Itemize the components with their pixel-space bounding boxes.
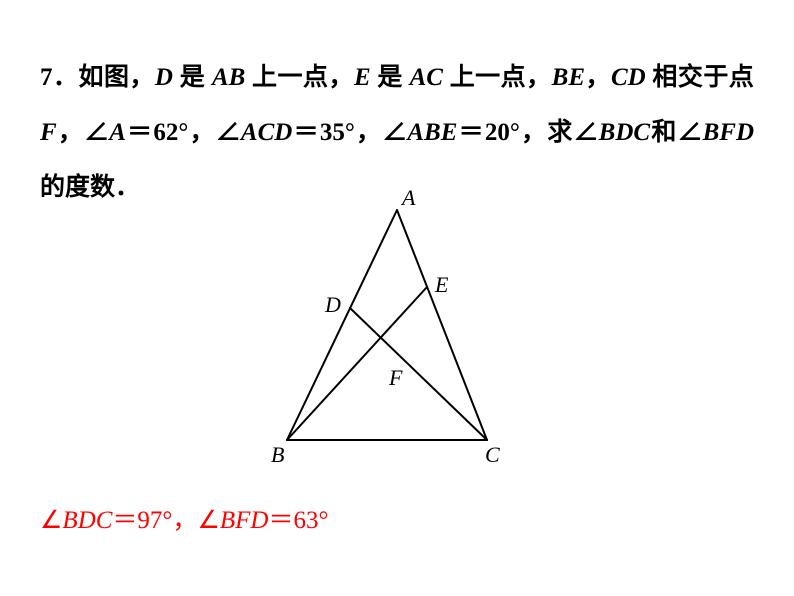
triangle-diagram: ABCDEF [237, 190, 557, 480]
vertex-label-d: D [325, 292, 341, 318]
vertex-label-b: B [271, 442, 284, 468]
vertex-label-c: C [485, 442, 500, 468]
answer-text: ∠BDC＝97°，∠BFD＝63° [40, 500, 754, 536]
diagram-container: ABCDEF [40, 190, 754, 480]
vertex-label-f: F [389, 365, 402, 391]
diagram-svg [237, 190, 557, 480]
vertex-label-e: E [435, 272, 448, 298]
problem-number: 7． [40, 64, 78, 91]
vertex-label-a: A [402, 185, 415, 211]
